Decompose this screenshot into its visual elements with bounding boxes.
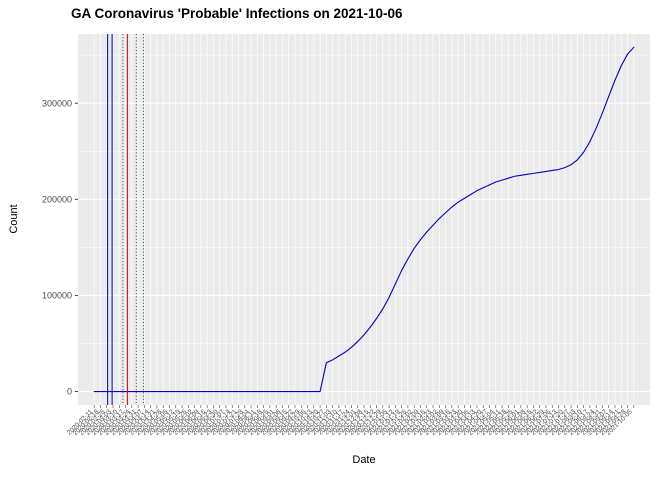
y-tick-label: 300000 — [42, 98, 72, 108]
y-axis-title: Count — [8, 204, 20, 234]
chart-title: GA Coronavirus 'Probable' Infections on … — [71, 6, 403, 21]
data-line — [93, 46, 635, 393]
y-tick-label: 200000 — [42, 195, 72, 205]
x-axis-title: Date — [352, 454, 376, 466]
y-tick-label: 0 — [67, 387, 72, 397]
y-tick-label: 100000 — [42, 291, 72, 301]
